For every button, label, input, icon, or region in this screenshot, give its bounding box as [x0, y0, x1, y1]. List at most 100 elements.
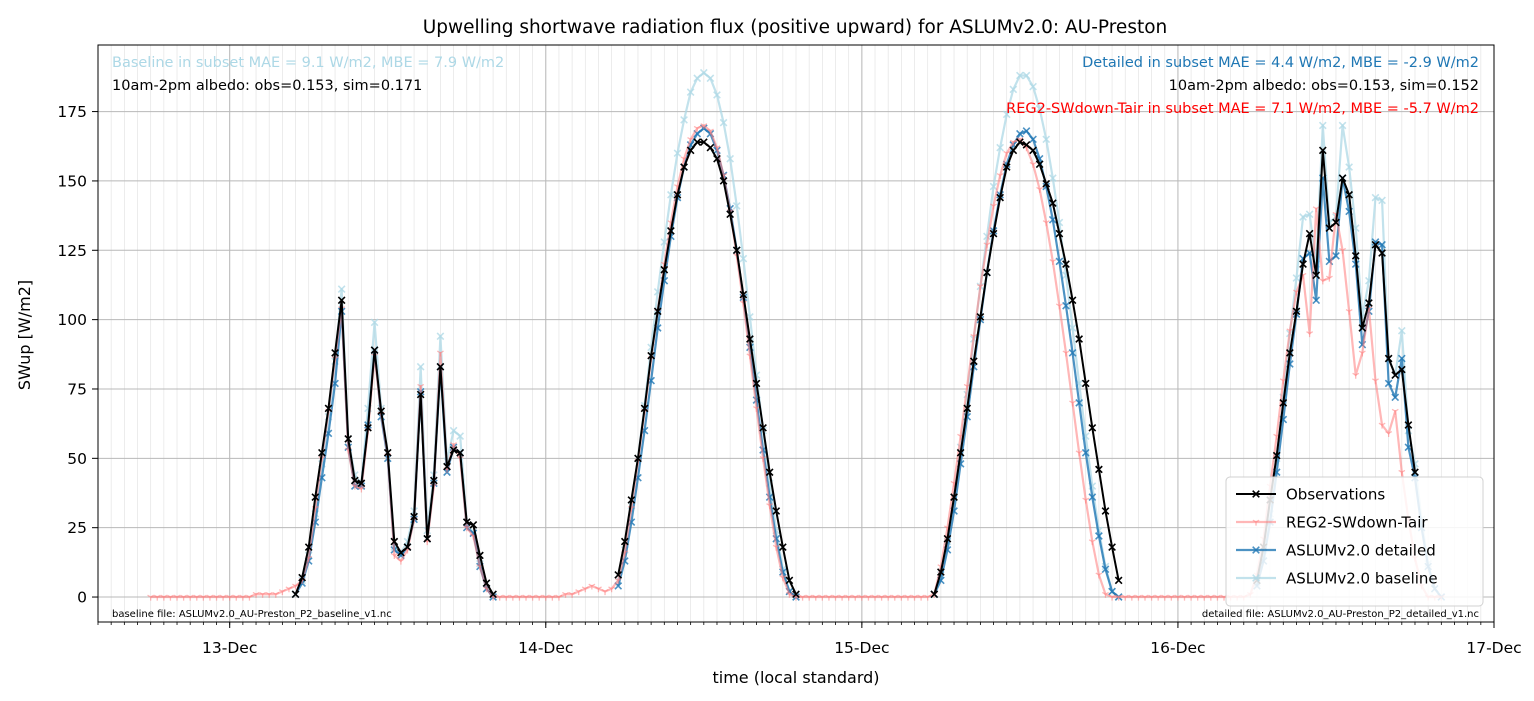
data-point [772, 507, 781, 515]
data-point [1048, 174, 1057, 183]
data-point [370, 318, 379, 327]
data-point [1069, 400, 1077, 407]
data-point [562, 591, 569, 598]
data-point [1095, 532, 1103, 540]
data-point [1002, 163, 1011, 171]
data-point [1048, 199, 1057, 207]
chart-title: Upwelling shortwave radiation flux (posi… [423, 17, 1168, 38]
data-point [1397, 326, 1406, 335]
data-point [1305, 229, 1314, 238]
data-point [1102, 591, 1109, 598]
data-point [239, 594, 247, 601]
data-point [285, 586, 293, 593]
data-point [1299, 213, 1307, 221]
data-point [383, 448, 392, 457]
data-point [213, 594, 220, 601]
data-point [1062, 350, 1070, 357]
data-point [1009, 139, 1017, 146]
data-point [496, 594, 504, 601]
data-point [1325, 275, 1333, 282]
data-point [680, 116, 688, 124]
data-point [1351, 251, 1360, 260]
data-point [311, 493, 320, 502]
legend-label: Observations [1286, 486, 1385, 504]
data-point [1075, 335, 1084, 343]
data-point [667, 226, 675, 235]
data-point [1194, 594, 1202, 601]
data-point [292, 583, 300, 590]
data-point [778, 543, 787, 551]
data-point [410, 512, 418, 521]
data-point [1378, 240, 1386, 249]
data-point [1029, 82, 1037, 91]
data-point [1088, 423, 1097, 432]
data-point [390, 553, 398, 560]
data-point [1055, 303, 1063, 310]
data-point [1042, 220, 1050, 227]
data-point [891, 594, 899, 601]
data-point [785, 591, 793, 598]
data-point [1167, 594, 1175, 601]
data-point [1318, 121, 1327, 130]
data-point [1068, 349, 1077, 357]
data-point [403, 543, 412, 551]
data-point [180, 594, 188, 601]
data-point [1371, 238, 1380, 246]
data-point [1055, 257, 1064, 266]
data-point [673, 190, 682, 199]
data-point [1108, 594, 1116, 601]
data-point [614, 570, 623, 579]
data-point [785, 576, 794, 585]
legend: Observations REG2-SWdown-Tair ASLUMv2.0 de… [1225, 476, 1484, 607]
data-point [594, 586, 602, 593]
data-point [1035, 160, 1044, 169]
data-point [1134, 594, 1142, 601]
data-point [1108, 587, 1116, 596]
data-point [897, 594, 905, 601]
detailed-file-note: detailed file: ASLUMv2.0_AU-Preston_P2_d… [1202, 609, 1479, 620]
data-point [1365, 299, 1373, 307]
data-point [706, 143, 715, 152]
data-point [706, 128, 714, 135]
data-point [1101, 507, 1110, 515]
data-point [726, 210, 735, 219]
data-point [390, 537, 399, 546]
x-tick-label: 17-Dec [1466, 639, 1521, 657]
legend-label: ASLUMv2.0 detailed [1286, 542, 1436, 560]
data-point [1088, 539, 1096, 546]
data-point [989, 229, 998, 238]
data-point [1181, 594, 1188, 601]
data-point [1286, 349, 1294, 357]
data-point [1371, 193, 1380, 202]
data-point [482, 579, 491, 588]
data-point [298, 573, 306, 582]
x-axis-label: time (local standard) [712, 668, 879, 687]
data-point [1062, 301, 1070, 310]
data-point [509, 594, 517, 601]
data-point [575, 589, 583, 596]
data-point [1022, 127, 1031, 135]
data-point [1036, 186, 1044, 193]
data-point [680, 163, 688, 171]
data-point [719, 118, 728, 127]
data-point [1358, 324, 1367, 332]
data-point [1252, 574, 1260, 582]
data-point [1391, 408, 1399, 415]
data-point [693, 138, 702, 146]
baseline-metrics-annotation: Baseline in subset MAE = 9.1 W/m2, MBE =… [112, 55, 504, 71]
data-point [555, 594, 563, 601]
legend-label: REG2-SWdown-Tair [1286, 514, 1428, 532]
data-point [364, 423, 372, 432]
data-point [1397, 365, 1406, 374]
data-point [989, 182, 998, 191]
data-point [1114, 576, 1123, 585]
y-tick-label: 25 [67, 519, 87, 537]
y-tick-label: 100 [57, 311, 87, 329]
data-point [1115, 594, 1123, 601]
axes-layer: 13-Dec 14-Dec 15-Dec 16-Dec 17-Dec 0 25 50 75 100… [57, 103, 1521, 657]
data-point [502, 594, 510, 601]
data-point [884, 594, 892, 601]
data-point [1299, 260, 1307, 269]
data-point [818, 594, 826, 601]
data-point [416, 390, 425, 399]
